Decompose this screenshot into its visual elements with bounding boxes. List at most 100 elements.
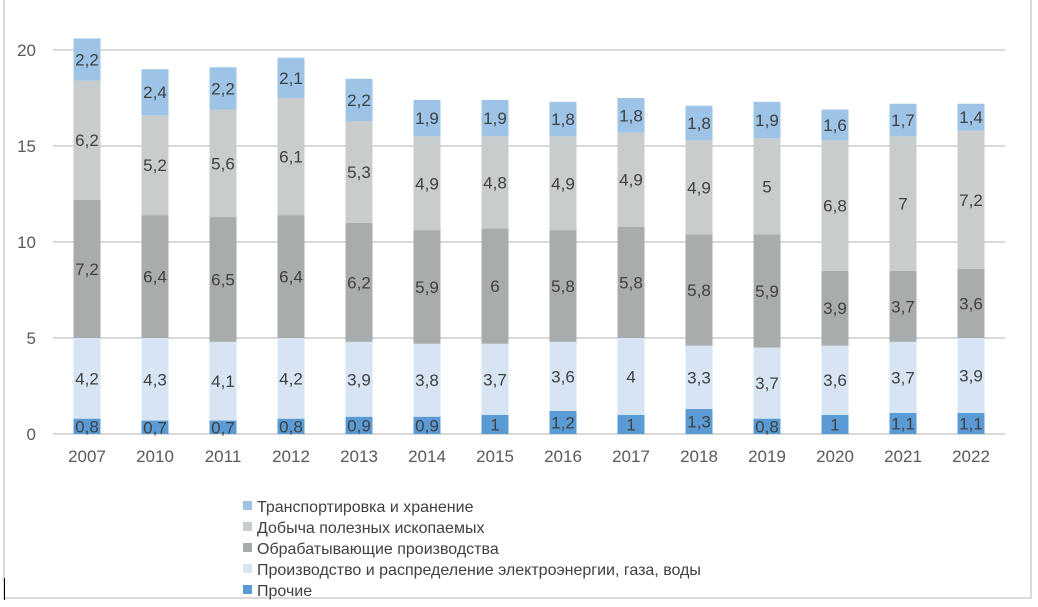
legend-label: Обрабатывающие производства <box>257 541 499 558</box>
bar-segment <box>141 338 169 421</box>
text-cursor <box>4 578 5 600</box>
bar-segment <box>753 418 781 434</box>
data-label: 4,8 <box>483 173 507 192</box>
legend-label: Производство и распределение электроэнер… <box>257 562 701 579</box>
bar-segment <box>277 418 305 434</box>
data-label: 5,6 <box>211 154 235 173</box>
y-tick-label: 10 <box>17 233 36 252</box>
data-label: 2,4 <box>143 83 167 102</box>
bar-segment <box>957 268 985 338</box>
bar-segment <box>413 230 441 344</box>
bar-segment <box>685 409 713 434</box>
bar-segment <box>753 138 781 235</box>
x-tick-label: 2014 <box>408 447 446 466</box>
bar-segment <box>821 414 849 434</box>
data-label: 1,9 <box>483 109 507 128</box>
bar-segment <box>549 136 577 231</box>
data-label: 5,9 <box>415 278 439 297</box>
data-label: 4,3 <box>143 370 167 389</box>
bar-segment <box>685 345 713 410</box>
bar-segment <box>549 341 577 411</box>
data-label: 5,8 <box>551 277 575 296</box>
legend-swatch <box>243 585 252 594</box>
data-label: 1,8 <box>687 114 711 133</box>
bar-segment <box>481 136 509 229</box>
data-label: 4,1 <box>211 372 235 391</box>
bar-segment <box>617 132 645 227</box>
data-label: 3,3 <box>687 368 711 387</box>
data-label: 6,1 <box>279 148 303 167</box>
data-label: 6,8 <box>823 197 847 216</box>
data-label: 4,9 <box>687 178 711 197</box>
y-tick-label: 20 <box>17 41 36 60</box>
legend-label: Транспортировка и хранение <box>257 499 474 516</box>
x-tick-label: 2016 <box>544 447 582 466</box>
bar-segment <box>345 222 373 342</box>
bar-segment <box>413 136 441 231</box>
bar-segment <box>73 418 101 434</box>
chart-frame <box>3 0 1032 599</box>
x-tick-label: 2015 <box>476 447 514 466</box>
data-label: 3,7 <box>755 374 779 393</box>
data-label: 0,8 <box>279 417 303 436</box>
legend-label: Прочие <box>257 583 312 600</box>
bar-segment <box>481 414 509 434</box>
data-label: 1 <box>490 415 499 434</box>
bar-segment <box>141 420 169 434</box>
bar-segment <box>685 105 713 141</box>
data-label: 1,1 <box>891 414 915 433</box>
bar-segment <box>685 140 713 235</box>
data-label: 3,6 <box>959 294 983 313</box>
legend-swatch <box>243 501 252 510</box>
x-tick-label: 2011 <box>205 447 242 466</box>
data-label: 1,7 <box>891 111 915 130</box>
legend-label: Добыча полезных ископаемых <box>257 520 484 537</box>
bar-segment <box>889 412 917 434</box>
bar-segment <box>685 234 713 346</box>
x-tick-label: 2012 <box>272 447 310 466</box>
data-label: 4,9 <box>619 171 643 190</box>
bar-segment <box>617 338 645 415</box>
bar-segment <box>345 78 373 122</box>
bar-segment <box>889 136 917 271</box>
data-label: 3,6 <box>551 367 575 386</box>
data-label: 1,8 <box>551 110 575 129</box>
bar-segment <box>549 101 577 137</box>
bar-segment <box>209 341 237 421</box>
data-label: 1,9 <box>755 111 779 130</box>
data-label: 0,9 <box>347 416 371 435</box>
data-label: 1,3 <box>687 413 711 432</box>
data-label: 3,9 <box>959 366 983 385</box>
data-label: 3,7 <box>483 370 507 389</box>
data-label: 6,2 <box>75 131 99 150</box>
y-tick-label: 15 <box>17 137 36 156</box>
bar-segment <box>73 338 101 419</box>
bar-segment <box>957 412 985 434</box>
bar-segment <box>141 69 169 116</box>
data-label: 1,8 <box>619 106 643 125</box>
data-label: 3,9 <box>823 299 847 318</box>
bar-segment <box>345 341 373 417</box>
x-tick-label: 2019 <box>748 447 786 466</box>
legend-swatch <box>243 522 252 531</box>
data-label: 3,9 <box>347 370 371 389</box>
bar-segment <box>277 57 305 98</box>
bar-segment <box>617 414 645 434</box>
data-label: 0,7 <box>143 418 167 437</box>
data-label: 1 <box>830 415 839 434</box>
data-label: 6,4 <box>143 268 167 287</box>
data-label: 5,3 <box>347 163 371 182</box>
data-label: 6,2 <box>347 273 371 292</box>
bar-segment <box>821 345 849 415</box>
bar-segment <box>617 226 645 338</box>
data-label: 1 <box>626 415 635 434</box>
data-label: 4,2 <box>279 369 303 388</box>
bar-segment <box>73 199 101 338</box>
data-label: 5,8 <box>687 281 711 300</box>
data-label: 1,1 <box>959 414 983 433</box>
bar-segment <box>753 101 781 139</box>
y-tick-label: 5 <box>27 329 36 348</box>
x-tick-label: 2022 <box>952 447 990 466</box>
legend-swatch <box>243 564 252 573</box>
bar-segment <box>209 109 237 218</box>
